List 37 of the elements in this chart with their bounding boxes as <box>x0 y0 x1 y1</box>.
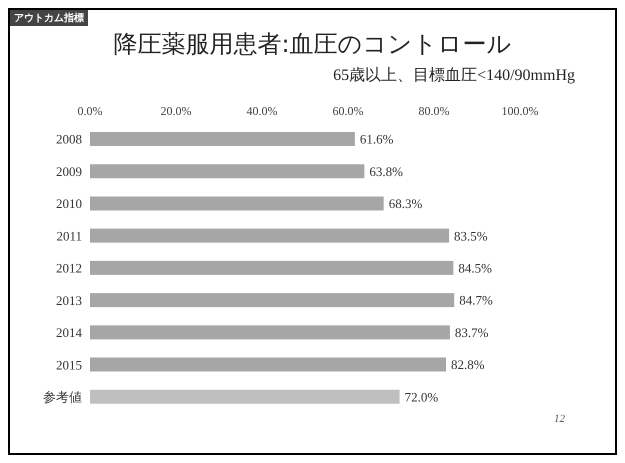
x-tick-label: 60.0% <box>332 104 364 118</box>
bar <box>90 358 446 372</box>
x-tick-label: 40.0% <box>246 104 278 118</box>
chart-subtitle: 65歳以上、目標血圧<140/90mmHg <box>333 66 575 86</box>
y-tick-label: 2015 <box>56 357 82 372</box>
bar <box>90 196 384 210</box>
data-label: 72.0% <box>404 389 438 404</box>
y-tick-label: 2011 <box>56 228 82 244</box>
y-tick-label: 2008 <box>56 132 82 147</box>
bar <box>90 228 450 243</box>
y-tick-label: 2012 <box>56 260 82 276</box>
x-tick-label: 0.0% <box>78 104 102 118</box>
data-label: 84.5% <box>458 260 492 276</box>
bar <box>90 260 454 275</box>
x-tick-label: 20.0% <box>160 104 192 118</box>
y-tick-label: 2014 <box>56 325 82 340</box>
text: アウトカム指標 <box>10 10 88 26</box>
chart-title: 降圧薬服用患者:血圧のコントロール <box>112 29 513 60</box>
bar <box>90 132 355 146</box>
data-label: 82.8% <box>451 357 485 372</box>
data-label: 68.3% <box>388 196 422 212</box>
data-label: 84.7% <box>459 292 493 308</box>
data-label: 63.8% <box>369 164 404 179</box>
bar <box>90 293 454 308</box>
data-label: 83.5% <box>454 228 488 244</box>
x-tick-label: 100.0% <box>502 104 538 118</box>
data-label: 61.6% <box>360 132 394 147</box>
y-tick-label: 2013 <box>56 292 82 308</box>
text: 12 <box>554 413 565 425</box>
bar <box>90 164 364 178</box>
bar <box>90 390 400 404</box>
data-label: 83.7% <box>454 324 489 340</box>
x-tick-label: 80.0% <box>418 104 450 118</box>
bar <box>90 325 450 340</box>
y-tick-label: 2009 <box>56 164 82 179</box>
y-tick-label: 2010 <box>56 196 82 212</box>
y-tick-label: 参考値 <box>43 390 82 405</box>
